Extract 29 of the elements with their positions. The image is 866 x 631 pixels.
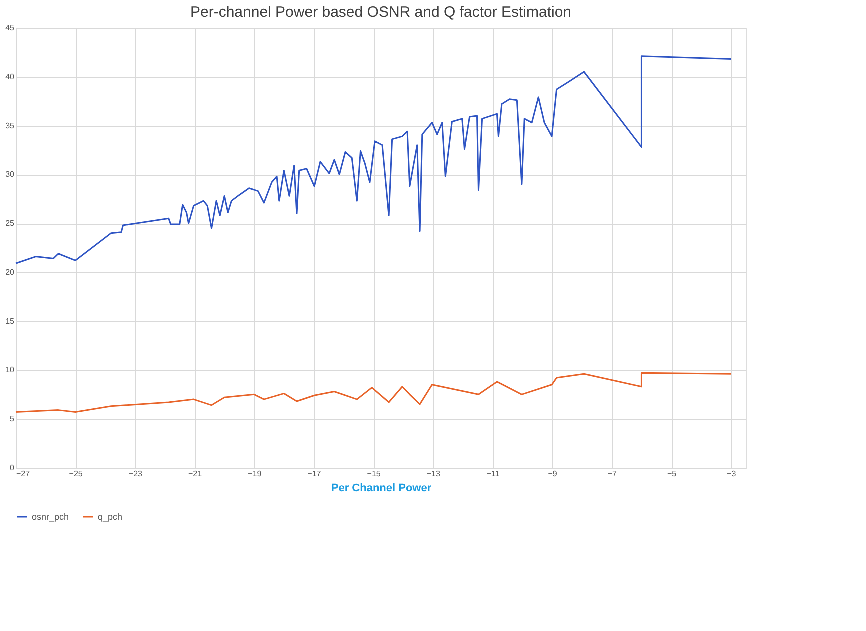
line-series xyxy=(15,372,732,414)
x-axis-title: Per Channel Power xyxy=(331,482,432,494)
x-tick-label: −15 xyxy=(367,470,382,478)
y-tick-label: 45 xyxy=(6,24,16,32)
legend-label: q_pch xyxy=(98,512,123,522)
y-tick-label: 0 xyxy=(10,464,16,472)
y-tick-label: 10 xyxy=(6,366,16,375)
x-tick-label: −27 xyxy=(16,470,31,478)
y-tick-label: 25 xyxy=(6,219,16,228)
x-tick-label: −17 xyxy=(308,470,322,478)
legend-label: osnr_pch xyxy=(32,512,70,522)
y-tick-label: 40 xyxy=(6,72,16,82)
chart-title: Per-channel Power based OSNR and Q factor Estimation xyxy=(190,4,572,21)
x-tick-label: −7 xyxy=(608,470,618,478)
line-series xyxy=(15,56,732,264)
y-tick-label: 15 xyxy=(6,316,16,326)
y-tick-label: 20 xyxy=(6,268,16,277)
x-tick-label: −23 xyxy=(128,470,144,478)
x-tick-label: −9 xyxy=(548,470,558,478)
x-tick-label: −19 xyxy=(248,470,262,478)
x-tick-label: −11 xyxy=(486,470,500,478)
y-tick-label: 5 xyxy=(10,414,16,424)
y-tick-label: 30 xyxy=(6,170,16,180)
y-tick-label: 35 xyxy=(6,121,16,130)
x-tick-label: −3 xyxy=(727,470,737,478)
x-tick-label: −25 xyxy=(69,470,84,478)
x-tick-label: −21 xyxy=(188,470,203,478)
x-tick-label: −5 xyxy=(667,470,678,478)
x-tick-label: −13 xyxy=(426,470,441,478)
